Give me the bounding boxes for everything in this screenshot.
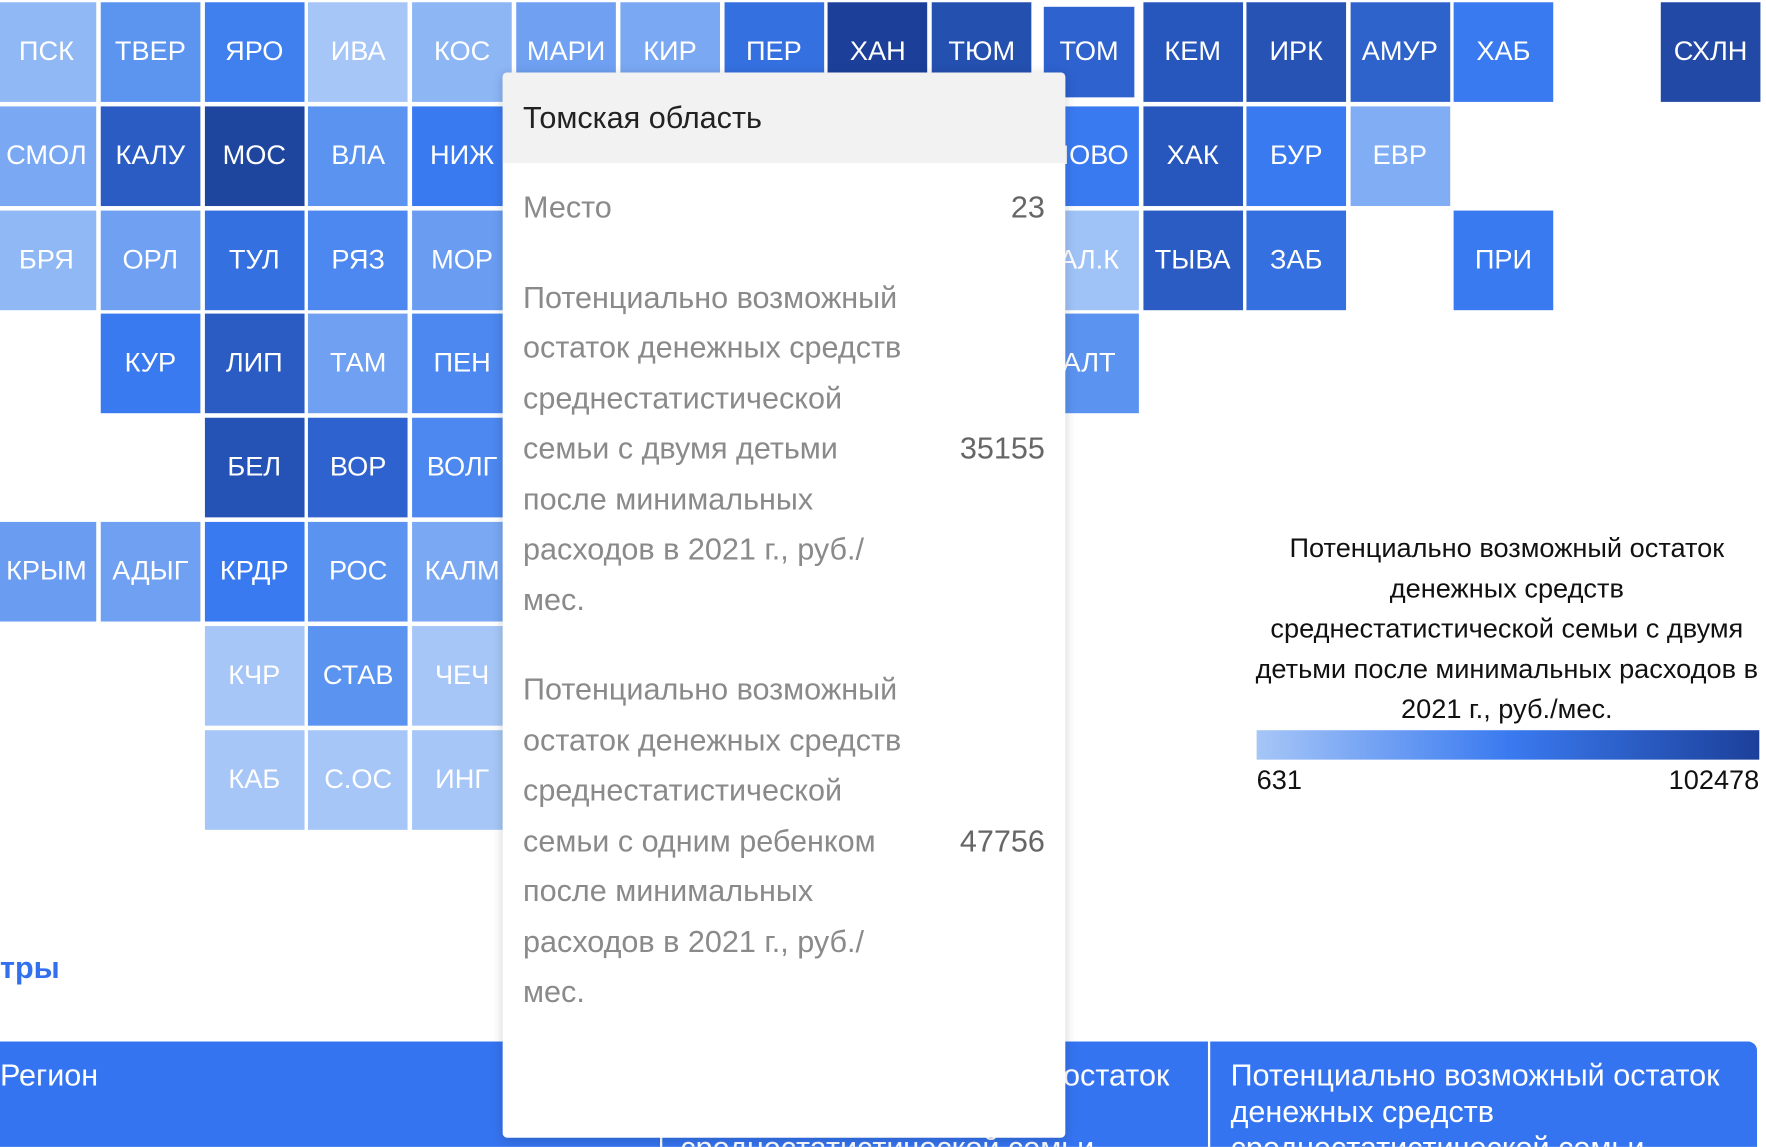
column-header[interactable]: Потенциально возможный остаток денежных … xyxy=(1230,1058,1720,1147)
region-tile[interactable]: ВЛА xyxy=(308,106,408,206)
region-tile[interactable]: ЗАБ xyxy=(1246,210,1347,310)
region-tile[interactable]: ЯРО xyxy=(204,2,305,102)
region-tile[interactable]: ЕВР xyxy=(1350,106,1450,206)
region-tile[interactable]: ИНГ xyxy=(412,729,512,830)
tooltip-value: 35155 xyxy=(959,431,1045,466)
region-tile[interactable]: НИЖ xyxy=(412,106,512,206)
region-tile[interactable]: ЛИП xyxy=(204,314,305,414)
region-tile[interactable]: КРДР xyxy=(204,521,305,622)
region-tile[interactable]: ПРИ xyxy=(1453,210,1554,310)
region-tile[interactable]: КЕМ xyxy=(1142,2,1243,102)
region-tile[interactable]: МОР xyxy=(412,210,512,310)
region-tile[interactable]: ХАБ xyxy=(1453,2,1554,102)
region-tile[interactable]: БУР xyxy=(1246,106,1347,206)
region-tile[interactable]: РЯЗ xyxy=(308,210,408,310)
region-tile[interactable]: ПЕН xyxy=(412,314,512,414)
legend-title: Потенциально возможный остаток денежных … xyxy=(1255,533,1759,725)
region-tile[interactable]: ТЫВА xyxy=(1142,210,1243,310)
region-tile[interactable]: КРЫМ xyxy=(0,521,97,622)
region-tile[interactable]: КАБ xyxy=(204,729,305,830)
tooltip-row: Потенциально возможный остаток денежных … xyxy=(503,645,1066,1037)
region-tile[interactable]: ХАК xyxy=(1142,106,1243,206)
tooltip-title: Томская область xyxy=(502,72,1066,164)
divider xyxy=(1207,1041,1211,1147)
region-tile[interactable]: РОС xyxy=(308,521,408,622)
region-tile[interactable]: ОРЛ xyxy=(100,210,201,310)
region-tile[interactable]: ТАМ xyxy=(308,314,408,414)
region-tile[interactable]: КАЛУ xyxy=(100,106,201,206)
region-tile[interactable]: ПСК xyxy=(0,2,97,102)
tooltip: Томская область Место 23 Потенциально возм… xyxy=(502,72,1066,1138)
tooltip-value: 23 xyxy=(1010,190,1045,225)
tooltip-row: Потенциально возможный остаток денежных … xyxy=(503,253,1066,645)
column-header[interactable]: Регион xyxy=(0,1058,99,1093)
legend-gradient xyxy=(1256,730,1760,760)
region-tile[interactable]: АДЫГ xyxy=(100,521,201,622)
region-tile[interactable]: МОС xyxy=(204,106,305,206)
region-tile[interactable]: СМОЛ xyxy=(0,106,97,206)
region-tile[interactable]: КАЛМ xyxy=(412,521,512,622)
region-tile[interactable]: КЧР xyxy=(204,625,305,726)
region-tile[interactable]: АМУР xyxy=(1350,2,1450,102)
region-tile[interactable]: ИРК xyxy=(1246,2,1347,102)
region-tile[interactable]: КУР xyxy=(100,314,201,414)
region-tile[interactable]: ЧЕЧ xyxy=(412,625,512,726)
tooltip-label: Потенциально возможный остаток денежных … xyxy=(523,672,902,1009)
region-tile[interactable]: СТАВ xyxy=(308,625,408,726)
region-tile[interactable]: ИВА xyxy=(308,2,408,102)
region-tile[interactable]: СХЛН xyxy=(1660,2,1761,102)
legend-max: 102478 xyxy=(1668,765,1760,796)
region-tile[interactable]: БЕЛ xyxy=(204,417,305,518)
region-tile[interactable]: БРЯ xyxy=(0,210,97,310)
tooltip-rows: Место 23 Потенциально возможный остаток де… xyxy=(503,163,1066,1038)
region-tile[interactable]: ТУЛ xyxy=(204,210,305,310)
tooltip-label: Потенциально возможный остаток денежных … xyxy=(523,280,902,617)
tooltip-value: 47756 xyxy=(959,823,1045,858)
tooltip-label: Место xyxy=(523,190,612,225)
tooltip-row: Место 23 xyxy=(503,163,1066,253)
section-title: тры xyxy=(0,950,60,985)
region-tile[interactable]: ВОР xyxy=(308,417,408,518)
region-tile[interactable]: КОС xyxy=(412,2,512,102)
region-tile[interactable]: С.ОС xyxy=(308,729,408,830)
region-tile[interactable]: ВОЛГ xyxy=(412,417,512,518)
legend-min: 631 xyxy=(1256,765,1302,796)
region-tile[interactable]: ТВЕР xyxy=(100,2,201,102)
